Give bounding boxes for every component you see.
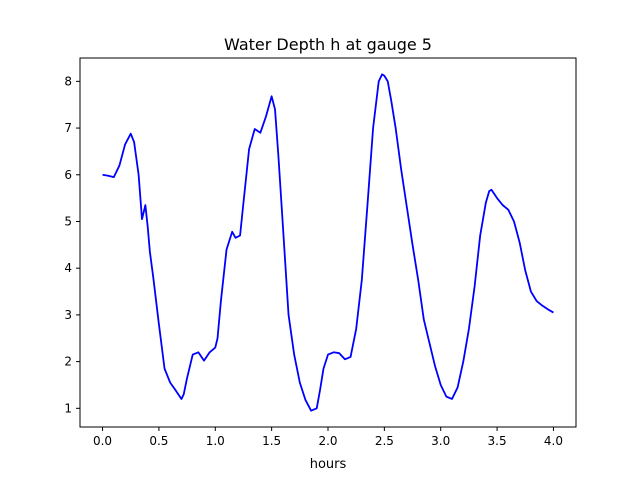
x-tick-label: 2.0 — [318, 434, 337, 448]
y-tick-label: 4 — [64, 261, 72, 275]
x-tick-label: 3.0 — [431, 434, 450, 448]
series-line-0 — [102, 73, 554, 412]
x-tick-label: 0.5 — [149, 434, 168, 448]
y-tick-label: 3 — [64, 308, 72, 322]
x-tick-label: 2.5 — [375, 434, 394, 448]
x-axis-label: hours — [310, 457, 347, 472]
x-tick-label: 0.0 — [93, 434, 112, 448]
y-tick-label: 8 — [64, 74, 72, 88]
y-tick-label: 5 — [64, 214, 72, 228]
x-tick-label: 4.0 — [544, 434, 563, 448]
x-tick-label: 3.5 — [488, 434, 507, 448]
y-tick-label: 6 — [64, 168, 72, 182]
y-tick-label: 7 — [64, 121, 72, 135]
chart-title: Water Depth h at gauge 5 — [224, 35, 432, 54]
x-axis: 0.0 0.5 1.0 1.5 2.0 2.5 3.0 3.5 4.0 — [93, 427, 563, 448]
x-tick-label: 1.5 — [262, 434, 281, 448]
y-tick-label: 1 — [64, 401, 72, 415]
y-tick-label: 2 — [64, 355, 72, 369]
series-layer — [102, 73, 554, 412]
y-axis: 1 2 3 4 5 6 7 8 — [64, 74, 80, 415]
x-tick-label: 1.0 — [206, 434, 225, 448]
